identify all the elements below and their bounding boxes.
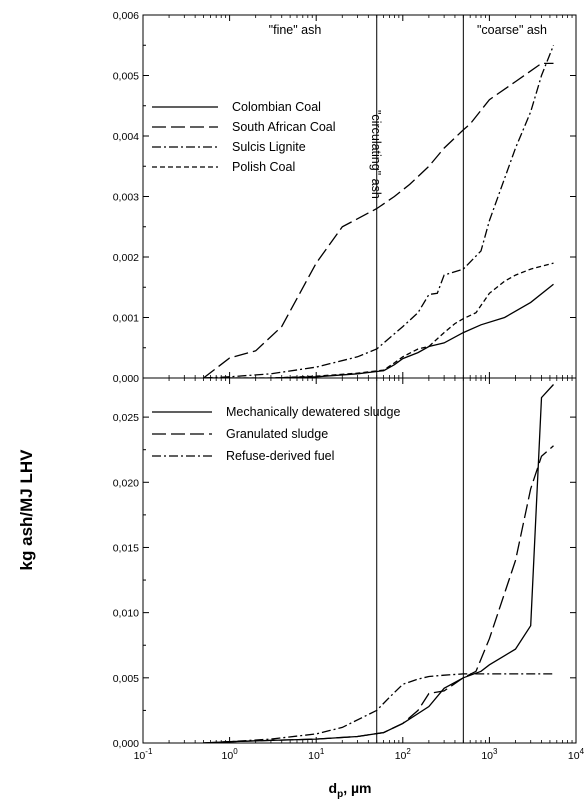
top-legend: Colombian Coal South African Coal Sulcis L… [152, 100, 336, 174]
x-tick-base: 10 [395, 750, 407, 762]
series-line-polish-coal [203, 262, 554, 378]
annotations: "fine" ash "coarse" ash "circulating" as… [269, 23, 547, 199]
series-line-colombian-coal [203, 283, 554, 378]
y-tick-label: 0,005 [113, 71, 139, 83]
y-tick-label: 0,006 [113, 10, 139, 22]
legend-label: Polish Coal [232, 160, 295, 174]
legend-label: Colombian Coal [232, 100, 321, 114]
x-tick-label: 10-1 [134, 747, 153, 762]
y-tick-label: 0,020 [113, 477, 139, 489]
y-tick-label: 0,002 [113, 252, 139, 264]
top-panel: 0,000 0,001 0,002 0,003 0,004 0,005 0,006 Colom… [113, 10, 577, 385]
x-tick-label: 104 [568, 747, 585, 762]
y-tick-label: 0,010 [113, 608, 139, 620]
x-tick-label: 100 [222, 747, 239, 762]
legend-label: Sulcis Lignite [232, 140, 306, 154]
x-tick-base: 10 [308, 750, 320, 762]
y-tick-label: 0,025 [113, 412, 139, 424]
coarse-ash-label: "coarse" ash [477, 23, 547, 37]
x-tick-base: 10 [568, 750, 580, 762]
top-plot-frame [142, 14, 577, 379]
bottom-plot-frame [142, 377, 577, 744]
fine-ash-label: "fine" ash [269, 23, 322, 37]
x-tick-exponent: 4 [580, 747, 585, 756]
x-tick-label: 102 [395, 747, 412, 762]
x-tick-exponent: 0 [233, 747, 238, 756]
series-line-granulated-sludge [203, 445, 554, 743]
series-line-refuse-derived-fuel [203, 673, 554, 743]
x-tick-exponent: 2 [406, 747, 411, 756]
legend-label: Granulated sludge [226, 427, 328, 441]
bottom-legend: Mechanically dewatered sludge Granulated … [152, 405, 400, 463]
y-tick-label: 0,001 [113, 313, 139, 325]
series-line-south-african-coal [203, 62, 554, 378]
x-tick-base: 10 [481, 750, 493, 762]
x-tick-base: 10 [134, 750, 146, 762]
circulating-ash-label: "circulating" ash [369, 110, 383, 199]
legend-label: Mechanically dewatered sludge [226, 405, 400, 419]
bottom-series-group [203, 384, 554, 743]
x-tick-base: 10 [222, 750, 234, 762]
series-line-sulcis-lignite [203, 45, 555, 378]
x-tick-exponent: -1 [145, 747, 153, 756]
x-tick-label: 103 [481, 747, 498, 762]
x-tick-label: 101 [308, 747, 325, 762]
legend-label: South African Coal [232, 120, 336, 134]
y-axis-label: kg ash/MJ LHV [17, 449, 36, 571]
y-tick-label: 0,015 [113, 542, 139, 554]
x-tick-exponent: 3 [493, 747, 498, 756]
x-tick-exponent: 1 [320, 747, 325, 756]
legend-label: Refuse-derived fuel [226, 449, 334, 463]
y-tick-label: 0,005 [113, 673, 139, 685]
x-axis-label: dp, µm [329, 780, 372, 800]
y-tick-label: 0,003 [113, 192, 139, 204]
top-series-group [203, 45, 555, 378]
y-tick-label: 0,000 [113, 373, 139, 385]
y-tick-label: 0,004 [113, 131, 139, 143]
y-tick-label: 0,000 [113, 738, 139, 750]
